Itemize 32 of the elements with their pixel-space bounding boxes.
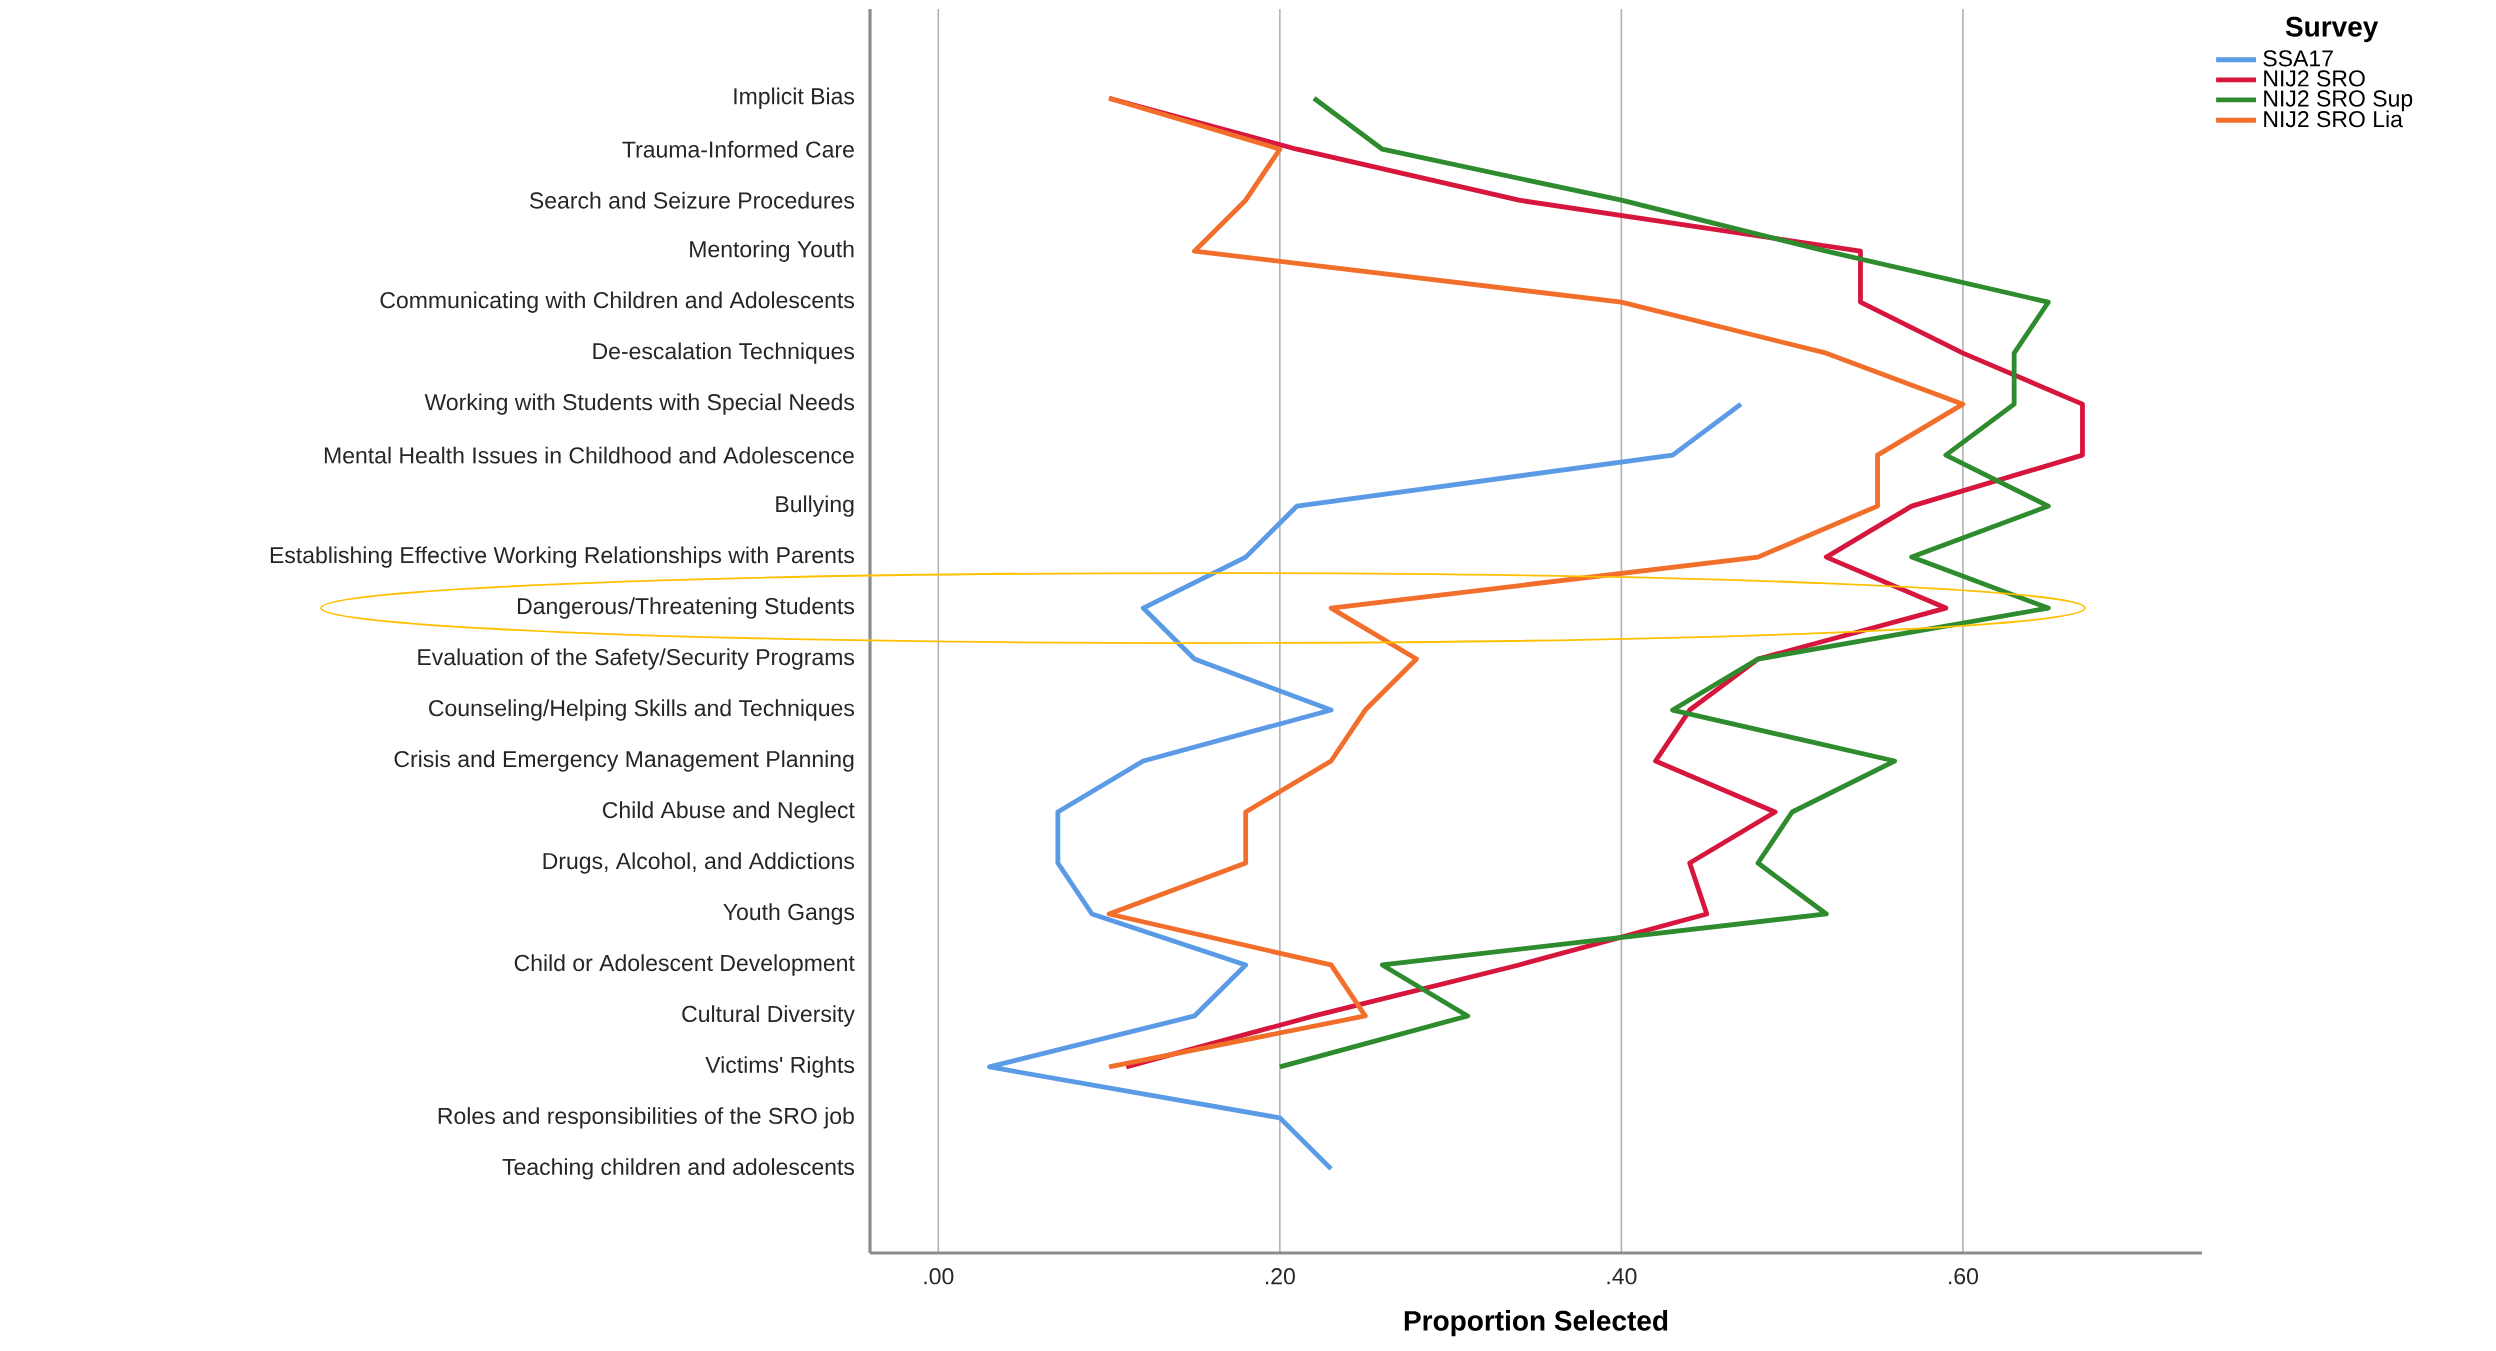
legend-label: SSA17	[2263, 50, 2333, 67]
y-tick-label: Youth Gangs	[723, 903, 855, 925]
x-tick-label: .40	[1607, 1268, 1637, 1285]
y-tick-label: Implicit Bias	[734, 87, 855, 109]
y-tick-label: Search and Seizure Procedures	[529, 191, 855, 209]
y-tick-label: Victims' Rights	[705, 1056, 855, 1078]
legend-title: Survey	[2285, 16, 2379, 43]
x-tick-label: .60	[1949, 1268, 1978, 1285]
y-tick-label: Mental Health Issues in Childhood and Adolescence	[324, 446, 854, 464]
y-tick-label: Communicating with Children and Adolescents	[380, 291, 854, 313]
legend-label: NIJ2 SRO Sup	[2264, 90, 2413, 112]
y-tick-label: Working with Students with Special Needs	[424, 393, 855, 415]
legend-label: NIJ2 SRO	[2264, 70, 2365, 87]
y-tick-label: Bullying	[776, 495, 854, 517]
y-tick-label: Dangerous/Threatening Students	[517, 597, 855, 619]
y-tick-label: Child Abuse and Neglect	[602, 801, 855, 823]
x-tick-label: .20	[1265, 1268, 1295, 1285]
y-tick-label: Child or Adolescent Development	[514, 954, 855, 976]
y-tick-label: Crisis and Emergency Management Planning	[394, 750, 854, 772]
x-axis-title: Proportion Selected	[1404, 1310, 1668, 1337]
x-tick-label: .00	[924, 1268, 954, 1285]
legend-label: NIJ2 SRO Lia	[2264, 110, 2403, 128]
y-tick-label: Mentoring Youth	[690, 240, 854, 262]
y-tick-label: Counseling/Helping Skills and Techniques	[429, 699, 854, 721]
y-tick-label: Teaching children and adolescents	[502, 1158, 855, 1180]
y-tick-label: Evaluation of the Safety/Security Programs	[418, 648, 855, 670]
y-tick-label: Drugs, Alcohol, and Addictions	[543, 852, 855, 874]
y-tick-label: Roles and responsibilities of the SRO job	[438, 1107, 854, 1129]
y-tick-label: Cultural Diversity	[682, 1005, 855, 1027]
y-tick-label: Establishing Effective Working Relationships with Parents	[270, 546, 855, 568]
y-tick-label: Trauma-Informed Care	[622, 140, 854, 158]
y-tick-label: De-escalation Techniques	[593, 342, 855, 364]
